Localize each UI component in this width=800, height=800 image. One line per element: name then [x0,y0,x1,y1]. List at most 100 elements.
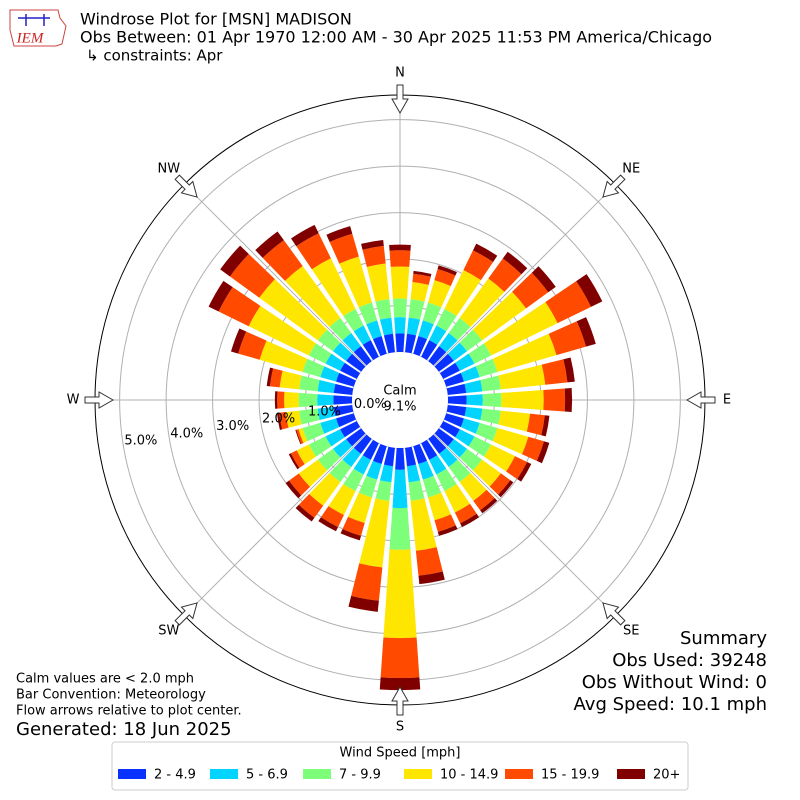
bar-segment [308,343,332,364]
bar-segment [543,388,566,412]
bar-segment [394,317,406,334]
bar-segment [208,280,233,312]
bar-segment [421,439,438,460]
bar-segment [395,447,405,470]
bar-segment [406,464,421,483]
bar-segment [395,333,405,353]
bar-segment [380,637,420,679]
radial-grid-line [433,183,617,367]
direction-label: E [723,393,731,408]
legend-label: 10 - 14.9 [440,768,498,783]
bar-segment [389,244,411,251]
bar-segment [439,421,460,438]
bar-segment [475,422,498,442]
chart-subtitle: Obs Between: 01 Apr 1970 12:00 AM - 30 A… [80,28,712,47]
bar-segment [351,563,383,601]
bar-segment [436,468,457,492]
bar-segment [447,395,467,405]
bar-segment [277,391,285,409]
bar-segment [372,335,387,357]
note: Bar Convention: Meteorology [16,688,206,703]
legend: 2 - 4.9 5 - 6.9 7 - 9.9 10 - 14.9 15 - 19.9 2… [118,768,680,783]
direction-label: SW [158,624,179,639]
bar-segment [333,383,354,395]
flow-arrow [174,602,198,626]
bar-segment [466,394,483,406]
bar-segment [309,472,341,506]
bar-segment [412,273,431,285]
bar-segment [375,299,392,320]
bar-segment [418,571,445,585]
legend-label: 5 - 6.9 [246,768,288,783]
legend-swatch [505,769,533,779]
bar-segment [473,489,495,511]
bar-segment [320,366,340,382]
bar-segment [463,250,494,281]
bar-segment [285,410,302,428]
bar-segment [415,547,443,576]
bar-segment [262,240,303,281]
bar-segment [563,357,575,383]
bar-segment [390,266,410,299]
bar-segment [506,456,528,480]
constraints: ↳ constraints: Apr [86,47,223,65]
flow-arrow-shape [602,602,626,626]
bar-segment [464,379,483,394]
bar-segment [288,473,310,496]
flow-arrow-shape [685,391,716,409]
bar-segment [317,329,341,352]
summary: Obs Used: 39248 [612,650,767,671]
bar-segment [526,413,545,436]
bar-segment [436,308,457,332]
bar-segment [375,480,392,501]
bar-segment [389,507,411,550]
r-tick-label: 1.0% [308,404,341,419]
bar-segment [340,362,361,379]
bar-segment [405,446,417,467]
bar-segment [329,459,352,483]
bar-segment [366,263,390,302]
legend-swatch [404,769,432,779]
bar-segment [576,317,596,347]
bar-segment [229,253,275,298]
bar-segment [332,439,353,458]
legend-box [111,741,689,791]
bar-segment [284,266,341,328]
bar-segment [362,340,379,361]
bar-segment [501,389,544,411]
bar-segment [434,514,456,532]
bar-segment [468,436,492,457]
flow-arrow [602,602,626,626]
bar-segment [339,256,373,308]
bar-segment [276,412,283,430]
bar-segment [298,494,324,518]
bar-segment [498,480,514,498]
flow-arrow [685,391,716,409]
bar-segment [492,427,529,455]
bar-segment [444,484,470,513]
chart-title: Windrose Plot for [MSN] MADISON [80,10,352,29]
bar-segment [317,379,336,394]
bar-segment [421,340,438,361]
legend-swatch [617,769,645,779]
bar-segment [475,358,498,378]
flow-arrow [391,84,409,115]
bar-segment [353,455,371,475]
bar-segment [342,332,361,353]
bar-segment [383,549,417,639]
logo-text: IEM [16,30,45,46]
legend-swatch [118,769,146,779]
bar-segment [459,472,487,501]
bar-segment [346,428,366,447]
direction-label: NE [622,161,640,176]
bar-segment [468,343,492,364]
bar-segment [279,370,302,390]
bar-segment [410,282,429,302]
bar-segment [308,436,332,457]
flow-arrow-shape [602,174,626,198]
bar-segment [418,320,434,340]
bar-segment [299,408,320,425]
r-tick-label: 3.0% [216,419,249,434]
bar-segment [325,429,345,447]
